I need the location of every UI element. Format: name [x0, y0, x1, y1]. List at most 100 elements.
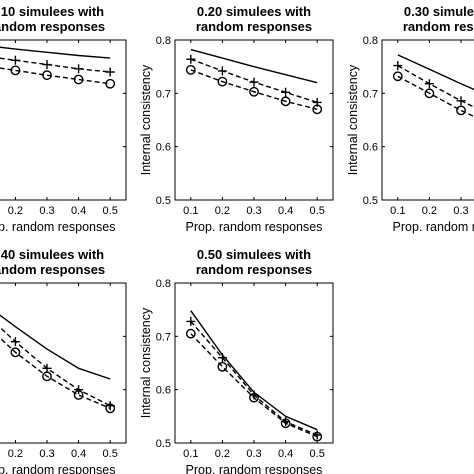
- x-tick-label: 0.4: [278, 205, 293, 217]
- panel-title-line: random responses: [196, 262, 312, 277]
- data-point-plus: [217, 353, 227, 363]
- data-point-circle: [105, 403, 116, 414]
- x-tick-label: 0.3: [246, 205, 261, 217]
- data-point-plus: [74, 64, 84, 74]
- series-line-1: [397, 54, 474, 91]
- series-line-1: [190, 310, 318, 431]
- data-point-circle: [42, 371, 52, 382]
- x-tick-label: 0.5: [310, 448, 325, 460]
- x-tick-label: 0.3: [453, 205, 468, 217]
- y-tick-label: 0.5: [156, 195, 171, 207]
- x-tick-label: 0.2: [8, 205, 23, 217]
- plot-frame: [174, 282, 334, 444]
- x-tick-label: 0.4: [278, 448, 293, 460]
- y-tick-label: 0.6: [363, 142, 378, 154]
- series-line-3: [397, 75, 474, 118]
- panel-title-line: 0.30 simulees with: [404, 4, 474, 19]
- x-tick-label: 0.4: [71, 205, 86, 217]
- data-point-circle: [280, 96, 291, 107]
- y-tick-label: 0.7: [156, 88, 171, 100]
- series-line-1: [190, 48, 318, 84]
- data-point-plus: [42, 363, 52, 373]
- data-point-plus: [424, 79, 434, 89]
- series-line-3: [0, 67, 111, 85]
- panel-title-line: 0.20 simulees with: [197, 4, 311, 19]
- data-point-plus: [10, 55, 20, 65]
- y-tick-label: 0.6: [156, 385, 171, 397]
- data-point-circle: [42, 70, 52, 81]
- data-point-circle: [249, 392, 259, 403]
- x-tick-label: 0.2: [8, 448, 23, 460]
- panel-title-line: random responses: [0, 262, 105, 277]
- x-axis-label: Prop. random responses: [0, 463, 115, 474]
- data-point-circle: [312, 431, 323, 442]
- panel-title-line: 0.40 simulees with: [0, 247, 104, 262]
- series-line-1: [0, 46, 111, 59]
- x-tick-label: 0.1: [390, 205, 405, 217]
- y-axis-label: Internal consistency: [139, 64, 153, 175]
- data-point-circle: [217, 76, 228, 87]
- x-tick-label: 0.3: [39, 205, 54, 217]
- data-point-circle: [73, 74, 84, 85]
- data-point-plus: [217, 66, 227, 76]
- data-point-plus: [74, 385, 84, 395]
- panel-title-line: 0.50 simulees with: [197, 247, 311, 262]
- x-tick-label: 0.5: [103, 205, 118, 217]
- series-line-1: [0, 314, 111, 380]
- data-point-circle: [185, 64, 196, 75]
- x-tick-label: 0.1: [183, 205, 198, 217]
- y-tick-label: 0.7: [156, 331, 171, 343]
- x-tick-label: 0.2: [215, 205, 230, 217]
- data-point-circle: [105, 78, 116, 89]
- data-point-plus: [393, 61, 403, 71]
- data-point-circle: [217, 361, 228, 372]
- data-point-circle: [392, 71, 403, 82]
- data-point-circle: [312, 104, 323, 115]
- series-line-3: [190, 333, 318, 438]
- x-tick-label: 0.5: [103, 448, 118, 460]
- x-tick-label: 0.2: [422, 205, 437, 217]
- x-axis-label: Prop. random responses: [186, 220, 323, 234]
- series-line-2: [0, 326, 111, 407]
- data-point-circle: [10, 65, 21, 76]
- x-tick-label: 0.3: [39, 448, 54, 460]
- panel-title-line: random responses: [196, 19, 312, 34]
- data-point-circle: [424, 88, 435, 99]
- x-axis-label: Prop. random responses: [0, 220, 115, 234]
- data-point-circle: [280, 418, 291, 429]
- data-point-plus: [249, 77, 259, 87]
- y-tick-label: 0.6: [156, 142, 171, 154]
- data-point-plus: [42, 60, 52, 70]
- x-tick-label: 0.4: [71, 448, 86, 460]
- series-line-2: [0, 57, 111, 73]
- plot-frame: [174, 39, 334, 201]
- y-axis-label: Internal consistency: [346, 64, 360, 175]
- y-tick-label: 0.8: [156, 35, 171, 47]
- data-point-plus: [456, 96, 466, 106]
- x-axis-label: Prop. random responses: [393, 220, 474, 234]
- y-tick-label: 0.8: [156, 278, 171, 290]
- x-axis-label: Prop. random responses: [186, 463, 323, 474]
- y-tick-label: 0.7: [363, 88, 378, 100]
- panel-title-line: 0.10 simulees with: [0, 4, 104, 19]
- plot-frame: [381, 39, 474, 201]
- data-point-plus: [281, 87, 291, 97]
- x-tick-label: 0.2: [215, 448, 230, 460]
- panel-title-line: random responses: [403, 19, 474, 34]
- data-point-circle: [185, 328, 196, 339]
- y-tick-label: 0.8: [363, 35, 378, 47]
- y-axis-label: Internal consistency: [139, 307, 153, 418]
- data-point-plus: [186, 54, 196, 64]
- y-tick-label: 0.5: [363, 195, 378, 207]
- data-point-circle: [73, 390, 84, 400]
- series-line-3: [190, 69, 318, 110]
- x-tick-label: 0.3: [246, 448, 261, 460]
- data-point-plus: [186, 316, 196, 326]
- panel-title-line: random responses: [0, 19, 105, 34]
